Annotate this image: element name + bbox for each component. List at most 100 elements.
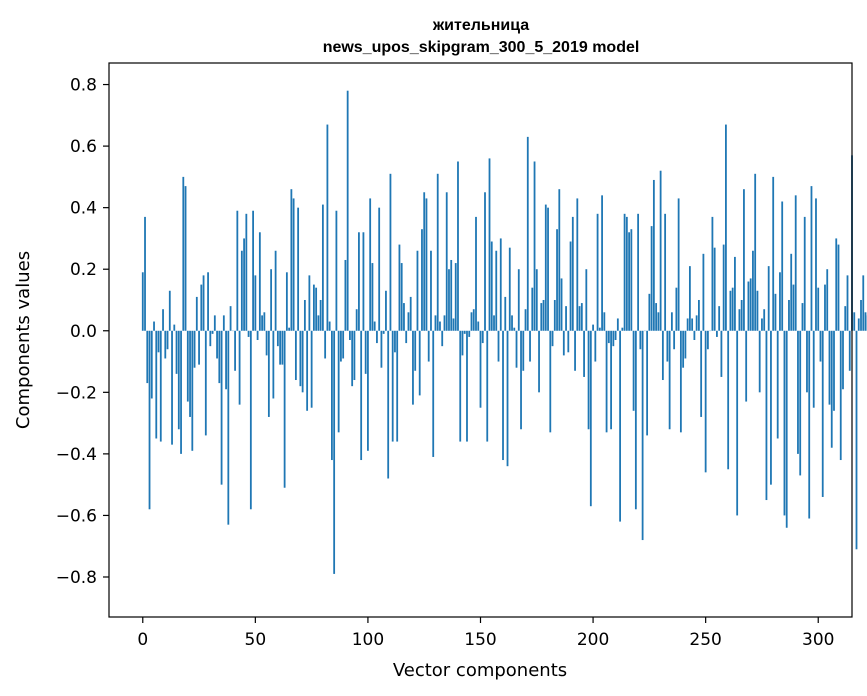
bar-209 <box>612 330 615 347</box>
bar-121 <box>414 330 417 371</box>
bar-187 <box>562 330 565 356</box>
bar-191 <box>571 216 574 331</box>
bar-52 <box>258 232 261 331</box>
bar-250 <box>704 330 707 473</box>
bar-260 <box>727 330 730 470</box>
bar-152 <box>484 192 486 331</box>
bar-132 <box>439 321 441 331</box>
bar-277 <box>765 330 768 501</box>
x-tick-label: 300 <box>802 630 834 650</box>
bar-181 <box>549 330 552 433</box>
bar-17 <box>180 330 182 454</box>
bar-43 <box>238 330 241 405</box>
bar-1 <box>144 216 146 331</box>
bar-94 <box>353 330 356 381</box>
bar-210 <box>614 330 617 340</box>
bar-154 <box>488 158 491 331</box>
bar-224 <box>646 330 649 436</box>
bar-110 <box>389 173 392 331</box>
bar-195 <box>580 303 583 331</box>
bar-96 <box>358 232 360 331</box>
bar-309 <box>837 244 840 331</box>
bar-165 <box>513 327 516 331</box>
bar-93 <box>351 330 354 387</box>
bar-131 <box>436 173 439 331</box>
bar-272 <box>754 173 757 331</box>
bar-35 <box>220 330 223 485</box>
bar-140 <box>457 161 459 331</box>
bar-136 <box>448 269 450 331</box>
bar-114 <box>398 244 401 331</box>
bar-149 <box>477 321 480 331</box>
bar-157 <box>495 250 498 331</box>
bar-124 <box>421 229 423 331</box>
bar-177 <box>540 303 543 331</box>
bar-204 <box>601 195 603 331</box>
bar-214 <box>623 213 626 331</box>
bar-225 <box>648 293 651 331</box>
bar-24 <box>195 296 198 331</box>
bar-6 <box>155 330 158 439</box>
bar-226 <box>650 226 653 331</box>
bar-175 <box>535 269 538 331</box>
bar-141 <box>459 330 462 442</box>
bar-61 <box>279 330 282 365</box>
bar-207 <box>607 330 610 344</box>
bar-247 <box>698 299 700 331</box>
bar-262 <box>731 287 734 331</box>
bar-48 <box>249 330 252 510</box>
bar-70 <box>299 330 302 387</box>
bar-135 <box>445 192 448 331</box>
bar-229 <box>657 312 660 331</box>
bar-182 <box>551 330 554 347</box>
bar-18 <box>182 176 185 331</box>
bar-238 <box>677 198 680 331</box>
bar-202 <box>596 213 599 331</box>
bar-254 <box>713 247 716 331</box>
bar-197 <box>585 269 588 331</box>
bar-77 <box>315 287 318 331</box>
bar-67 <box>292 198 295 331</box>
bar-201 <box>594 330 597 362</box>
bar-184 <box>556 229 558 331</box>
bar-91 <box>346 90 349 331</box>
bar-180 <box>547 207 549 331</box>
bar-76 <box>312 284 315 331</box>
bar-168 <box>520 330 522 430</box>
bar-251 <box>707 330 709 350</box>
bar-128 <box>430 250 432 331</box>
bar-279 <box>770 330 772 485</box>
chart-subtitle: news_upos_skipgram_300_5_2019 model <box>323 39 640 56</box>
bar-49 <box>252 210 254 331</box>
bar-156 <box>493 315 495 331</box>
bar-27 <box>202 275 205 331</box>
bar-138 <box>452 318 455 331</box>
bar-289 <box>792 284 795 331</box>
bar-16 <box>177 330 180 430</box>
bar-188 <box>565 306 567 331</box>
bar-263 <box>734 256 736 331</box>
bar-301 <box>819 330 822 362</box>
bar-178 <box>542 299 545 331</box>
bar-107 <box>382 330 385 334</box>
bar-216 <box>628 232 630 331</box>
bar-292 <box>799 330 802 476</box>
bar-46 <box>245 213 248 331</box>
y-tick-label: −0.2 <box>56 383 97 403</box>
x-axis-label: Vector components <box>393 660 567 681</box>
bar-186 <box>560 278 563 331</box>
bar-65 <box>288 327 291 331</box>
bar-203 <box>598 327 601 331</box>
bar-12 <box>168 290 171 331</box>
bar-112 <box>394 330 396 353</box>
bar-19 <box>184 186 187 331</box>
y-tick-label: 0.4 <box>70 199 97 219</box>
bar-307 <box>833 330 835 411</box>
bar-99 <box>364 330 367 374</box>
bar-179 <box>544 204 547 331</box>
bar-44 <box>240 250 243 331</box>
bar-21 <box>189 330 191 417</box>
bar-58 <box>272 330 275 399</box>
bar-312 <box>844 306 847 331</box>
bar-170 <box>524 309 527 331</box>
